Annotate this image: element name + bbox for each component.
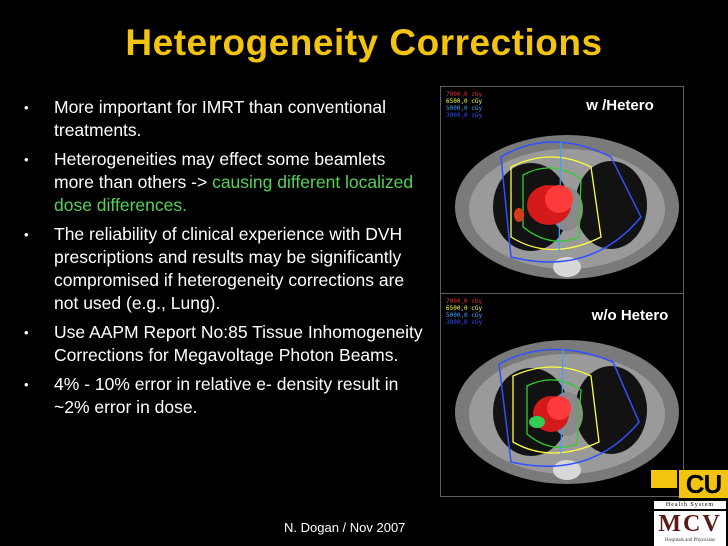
- dose-legend: 7000,0 cGy 6500,0 cGy 5000,0 cGy 3000,0 …: [446, 298, 482, 326]
- bullet-dot-icon: •: [24, 152, 29, 167]
- bullet-dot-icon: •: [24, 325, 29, 340]
- footer-credit: N. Dogan / Nov 2007: [284, 520, 406, 535]
- bullet-text: Use AAPM Report No:85 Tissue Inhomogenei…: [54, 322, 423, 365]
- bullet-list: • More important for IMRT than conventio…: [24, 96, 424, 425]
- ct-dose-image: [441, 294, 683, 496]
- bullet-dot-icon: •: [24, 100, 29, 115]
- legend-entry: 6500,0 cGy: [446, 305, 483, 312]
- logo-hospital: MCV: [658, 511, 722, 537]
- bullet-highlight: causing different localized dose differe…: [54, 172, 414, 215]
- bullet-item: • More important for IMRT than conventio…: [24, 96, 424, 142]
- ct-image-with-hetero: 7000,0 cGy 6500,0 cGy 5000,0 cGy 3000,0 …: [440, 86, 684, 298]
- logo-gold-block: [651, 470, 677, 488]
- slide-title: Heterogeneity Corrections: [125, 22, 603, 63]
- ct-image-without-hetero: 7000,0 cGy 6500,0 cGy 5000,0 cGy 3000,0 …: [440, 293, 684, 497]
- logo-system: Health System: [654, 501, 726, 509]
- bullet-dot-icon: •: [24, 377, 29, 392]
- bullet-text: More important for IMRT than conventiona…: [54, 97, 387, 140]
- image-label: w/o Hetero: [591, 307, 669, 324]
- legend-entry: 3000,0 cGy: [446, 319, 483, 326]
- bullet-text: The reliability of clinical experience w…: [54, 224, 405, 313]
- legend-entry: 5000,0 cGy: [446, 312, 483, 319]
- legend-entry: 3000,0 cGy: [446, 112, 483, 119]
- logo-brand: CU: [679, 470, 728, 498]
- vcu-logo: CU Health System MCV Hospitals and Physi…: [651, 470, 728, 546]
- ct-dose-image: [441, 87, 683, 297]
- bullet-dot-icon: •: [24, 227, 29, 242]
- legend-entry: 6500,0 cGy: [446, 98, 483, 105]
- legend-entry: 5000,0 cGy: [446, 105, 483, 112]
- image-label: w /Hetero: [586, 97, 654, 114]
- bullet-item: • The reliability of clinical experience…: [24, 223, 424, 315]
- bullet-text: 4% - 10% error in relative e- density re…: [54, 374, 399, 417]
- bullet-item: • Use AAPM Report No:85 Tissue Inhomogen…: [24, 321, 424, 367]
- legend-entry: 7000,0 cGy: [446, 91, 483, 98]
- dose-legend: 7000,0 cGy 6500,0 cGy 5000,0 cGy 3000,0 …: [446, 91, 482, 119]
- legend-entry: 7000,0 cGy: [446, 298, 483, 305]
- bullet-item: • 4% - 10% error in relative e- density …: [24, 373, 424, 419]
- bullet-text: Heterogeneities may effect some beamlets…: [54, 149, 386, 192]
- bullet-item: • Heterogeneities may effect some beamle…: [24, 148, 424, 217]
- logo-hospital-sub: Hospitals and Physicians: [665, 538, 715, 543]
- logo-hospital-block: MCV Hospitals and Physicians: [654, 511, 726, 546]
